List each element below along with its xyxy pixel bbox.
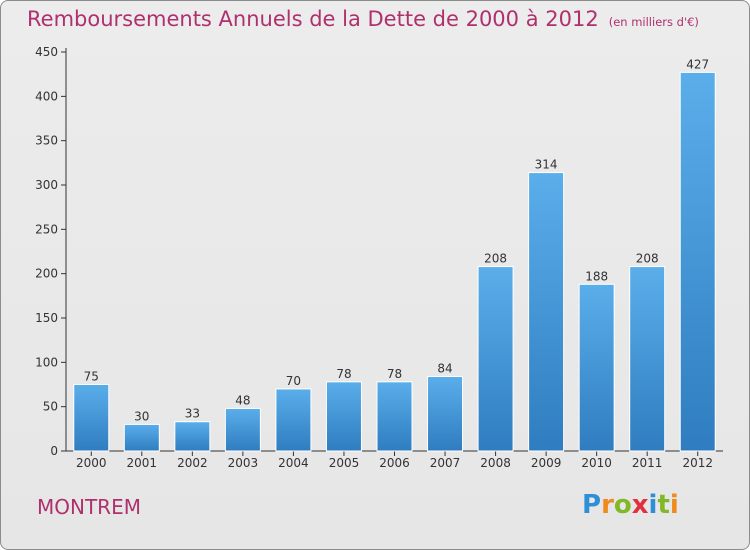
logo-letter: x	[631, 490, 649, 520]
bar	[224, 407, 261, 452]
bar	[376, 381, 413, 452]
bar	[123, 423, 160, 452]
y-tick-label: 0	[50, 444, 58, 458]
commune-name: MONTREM	[37, 495, 141, 519]
bar-value-label: 427	[686, 57, 709, 71]
bar	[427, 376, 464, 452]
chart-unit: (en milliers d'€)	[608, 15, 699, 29]
bar-value-label: 78	[387, 367, 402, 381]
y-tick-label: 300	[35, 178, 58, 192]
x-tick-label: 2006	[379, 456, 410, 470]
bar-value-label: 30	[134, 409, 149, 423]
bar-value-label: 208	[636, 252, 659, 266]
bar-value-label: 84	[437, 362, 452, 376]
logo-letter: r	[601, 490, 614, 520]
x-tick-label: 2004	[278, 456, 309, 470]
x-tick-label: 2001	[127, 456, 158, 470]
y-tick-label: 350	[35, 134, 58, 148]
bar-value-label: 188	[585, 269, 608, 283]
y-tick-label: 50	[43, 400, 58, 414]
bar	[325, 381, 362, 452]
x-tick-label: 2000	[76, 456, 107, 470]
bar-value-label: 314	[535, 158, 558, 172]
bar	[629, 266, 666, 452]
chart-title-text: Remboursements Annuels de la Dette de 20…	[27, 7, 599, 31]
y-tick-label: 250	[35, 222, 58, 236]
x-tick-label: 2005	[329, 456, 360, 470]
bar-value-label: 78	[336, 367, 351, 381]
x-tick-label: 2002	[177, 456, 208, 470]
chart-bars	[73, 71, 716, 452]
x-tick-label: 2003	[228, 456, 259, 470]
chart-data-labels: 75 30 33 48 70 78 78 84 208 314 188 208 427	[84, 57, 710, 423]
bar	[528, 172, 565, 452]
bar	[73, 384, 110, 452]
y-tick-label: 150	[35, 311, 58, 325]
chart-title: Remboursements Annuels de la Dette de 20…	[27, 7, 699, 31]
logo-letter: i	[648, 490, 658, 520]
chart-axes: 0 50 100 150 200 250 300 350 400 450 2000 2001 2002 2…	[35, 45, 723, 470]
bar	[275, 388, 312, 452]
proxiti-logo: Proxiti	[582, 490, 679, 520]
bar-value-label: 33	[185, 407, 200, 421]
bar-value-label: 70	[286, 374, 301, 388]
bar-value-label: 48	[235, 393, 250, 407]
logo-letter: o	[613, 490, 632, 520]
x-tick-label: 2010	[581, 456, 612, 470]
y-tick-label: 100	[35, 355, 58, 369]
bar-value-label: 75	[84, 370, 99, 384]
y-tick-label: 200	[35, 267, 58, 281]
bar-value-label: 208	[484, 252, 507, 266]
bar	[174, 421, 211, 452]
logo-letter: P	[582, 490, 602, 520]
bar	[578, 283, 615, 452]
x-tick-label: 2008	[480, 456, 511, 470]
y-tick-label: 400	[35, 89, 58, 103]
logo-letter: i	[669, 490, 679, 520]
bar	[477, 266, 514, 452]
bar	[679, 71, 716, 452]
x-tick-label: 2007	[430, 456, 461, 470]
logo-letter: t	[657, 490, 670, 520]
x-tick-label: 2011	[632, 456, 663, 470]
y-tick-label: 450	[35, 45, 58, 59]
x-tick-label: 2012	[682, 456, 713, 470]
x-tick-label: 2009	[531, 456, 562, 470]
